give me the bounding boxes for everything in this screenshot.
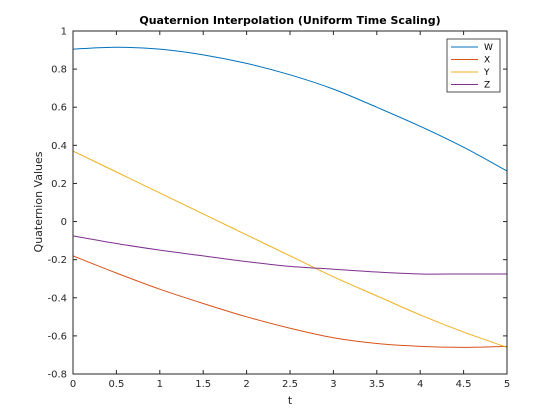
x-tick-label: 0 xyxy=(70,379,76,390)
x-tick-label: 5 xyxy=(504,379,510,390)
y-tick-label: -0.6 xyxy=(47,331,67,342)
plot-area xyxy=(73,31,507,374)
legend-label-y: Y xyxy=(483,68,490,78)
x-tick-label: 1 xyxy=(157,379,163,390)
series-line-z xyxy=(72,235,507,275)
x-tick-label: 2 xyxy=(243,379,249,390)
chart-title: Quaternion Interpolation (Uniform Time S… xyxy=(139,14,440,27)
legend-box xyxy=(446,38,501,93)
x-tick-label: 3.5 xyxy=(369,379,385,390)
y-tick-label: 0.6 xyxy=(51,103,67,114)
y-tick-label: -0.4 xyxy=(47,293,67,304)
y-tick-label: 0 xyxy=(61,217,67,228)
y-tick-label: -0.2 xyxy=(47,255,67,266)
x-axis: 0 0.5 1 1.5 2 2.5 3 3.5 4 4.5 5 xyxy=(70,31,510,390)
legend-label-x: X xyxy=(484,56,490,66)
x-tick-label: 3 xyxy=(330,379,336,390)
x-tick-label: 2.5 xyxy=(282,379,298,390)
x-tick-label: 4.5 xyxy=(456,379,472,390)
y-tick-label: 0.8 xyxy=(51,65,67,76)
series-layer xyxy=(72,46,508,348)
legend-label-z: Z xyxy=(484,81,490,91)
y-axis-label: Quaternion Values xyxy=(32,151,45,252)
y-axis: -0.8 -0.6 -0.4 -0.2 0 0.2 0.4 0.6 0.8 1 xyxy=(47,27,507,381)
legend-label-w: W xyxy=(484,43,493,53)
y-tick-label: 1 xyxy=(61,27,67,38)
series-line-w xyxy=(72,46,508,172)
series-line-y xyxy=(72,150,508,348)
x-tick-label: 1.5 xyxy=(195,379,211,390)
x-tick-label: 4 xyxy=(417,379,423,390)
y-tick-label: -0.8 xyxy=(47,370,67,381)
x-axis-label: t xyxy=(288,394,293,407)
x-tick-label: 0.5 xyxy=(108,379,124,390)
series-line-x xyxy=(72,255,508,348)
y-tick-label: 0.2 xyxy=(51,179,67,190)
y-tick-label: 0.4 xyxy=(51,141,67,152)
